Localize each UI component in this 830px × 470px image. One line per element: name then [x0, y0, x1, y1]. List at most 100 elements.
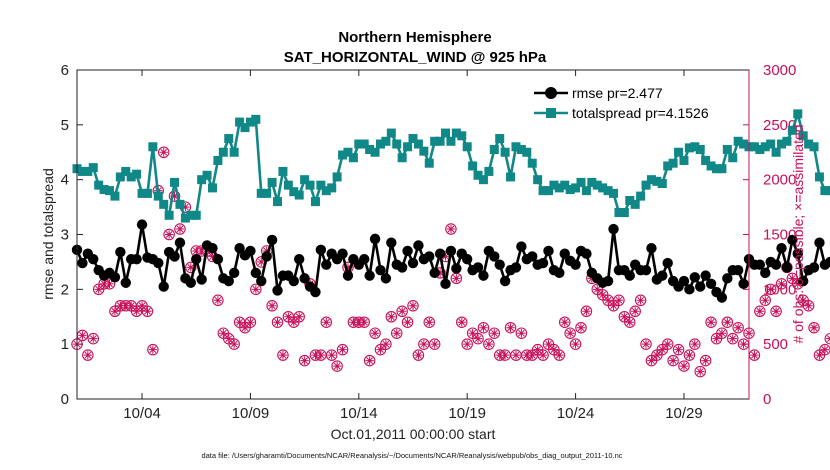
rmse-point	[781, 262, 793, 273]
obs-assimilated-point	[387, 312, 396, 321]
rmse-point	[516, 241, 527, 252]
y-right-axis-label: # of obs: o=possible; ×=assimilated	[790, 124, 806, 343]
rmse-point	[559, 248, 570, 259]
totalspread-point	[392, 139, 402, 149]
totalspread-point	[430, 136, 440, 146]
totalspread-point	[267, 177, 277, 187]
rmse-point	[293, 253, 305, 265]
obs-assimilated-point	[435, 268, 445, 278]
obs-possible-point	[87, 332, 100, 345]
obs-assimilated-point	[511, 350, 521, 360]
x-tick-label: 10/24	[557, 405, 595, 422]
obs-possible-point	[390, 327, 403, 339]
totalspread-point	[787, 125, 797, 135]
totalspread-point	[522, 147, 532, 157]
rmse-point	[787, 234, 798, 246]
totalspread-point	[451, 128, 461, 138]
obs-possible-point	[325, 349, 338, 361]
rmse-point	[527, 251, 538, 262]
rmse-point	[261, 251, 272, 262]
series-rmse	[71, 219, 830, 303]
obs-assimilated-point	[419, 339, 429, 349]
totalspread-point	[641, 180, 651, 190]
rmse-point	[136, 219, 148, 230]
obs-possible-point	[445, 223, 457, 235]
obs-assimilated-point	[625, 318, 634, 327]
legend-rmse-marker	[545, 87, 557, 99]
obs-assimilated-point	[94, 285, 103, 294]
totalspread-point	[197, 175, 207, 185]
totalspread-point	[825, 186, 830, 196]
rmse-point	[158, 281, 169, 292]
obs-possible-point	[423, 316, 436, 328]
obs-assimilated-point	[723, 318, 732, 327]
y-left-tick-label: 0	[61, 391, 69, 408]
totalspread-point	[777, 139, 787, 149]
totalspread-point	[94, 180, 104, 190]
obs-possible-point	[504, 321, 517, 334]
obs-possible-point	[678, 360, 690, 372]
totalspread-point	[419, 146, 429, 156]
totalspread-point	[202, 170, 212, 180]
totalspread-point	[701, 155, 711, 165]
obs-possible-point	[808, 321, 820, 334]
totalspread-point	[229, 147, 239, 157]
obs-assimilated-point	[126, 301, 136, 310]
obs-assimilated-point	[506, 323, 515, 332]
totalspread-point	[739, 139, 749, 149]
totalspread-point	[142, 188, 152, 198]
obs-assimilated-point	[717, 329, 727, 338]
rmse-point	[299, 273, 310, 284]
totalspread-point	[83, 166, 93, 176]
totalspread-point	[798, 131, 808, 141]
y-right-tick-label: 3000	[763, 62, 796, 79]
obs-assimilated-point	[479, 323, 488, 332]
totalspread-point	[668, 158, 678, 168]
rmse-point	[207, 243, 218, 254]
rmse-point	[624, 270, 635, 281]
totalspread-point	[809, 142, 819, 152]
obs-assimilated-point	[381, 339, 391, 349]
obs-assimilated-point	[224, 334, 233, 343]
totalspread-point	[365, 145, 375, 155]
totalspread-point	[543, 186, 553, 196]
rmse-point	[407, 257, 419, 269]
obs-assimilated-point	[116, 301, 125, 310]
rmse-point	[256, 275, 267, 287]
totalspread-point	[240, 123, 250, 133]
rmse-point	[109, 272, 121, 283]
x-tick-label: 10/09	[232, 405, 270, 422]
totalspread-point	[495, 134, 505, 144]
rmse-point	[499, 275, 511, 287]
totalspread-point	[408, 134, 418, 144]
totalspread-point	[733, 136, 743, 146]
obs-assimilated-point	[565, 329, 575, 338]
rmse-point	[825, 256, 830, 268]
rmse-point	[364, 270, 375, 281]
obs-assimilated-point	[771, 307, 781, 316]
totalspread-point	[300, 175, 310, 185]
totalspread-point	[99, 185, 109, 195]
obs-assimilated-point	[219, 329, 228, 338]
obs-possible-point	[824, 332, 830, 345]
totalspread-point	[468, 161, 478, 171]
totalspread-point	[500, 147, 510, 157]
obs-possible-point	[401, 316, 414, 328]
rmse-point	[396, 262, 408, 273]
obs-assimilated-point	[549, 345, 559, 354]
rmse-point	[754, 259, 766, 270]
obs-assimilated-point	[533, 345, 542, 354]
obs-assimilated-point	[522, 350, 532, 360]
obs-possible-point	[266, 300, 278, 312]
obs-assimilated-point	[820, 345, 830, 354]
totalspread-point	[646, 175, 656, 185]
obs-assimilated-point	[294, 312, 304, 321]
obs-assimilated-point	[338, 345, 347, 354]
totalspread-point	[224, 134, 234, 144]
totalspread-point	[435, 136, 445, 146]
totalspread-point	[180, 213, 190, 223]
totalspread-point	[403, 142, 413, 152]
obs-possible-point	[250, 283, 262, 296]
totalspread-point	[804, 139, 814, 149]
obs-assimilated-point	[490, 329, 499, 338]
